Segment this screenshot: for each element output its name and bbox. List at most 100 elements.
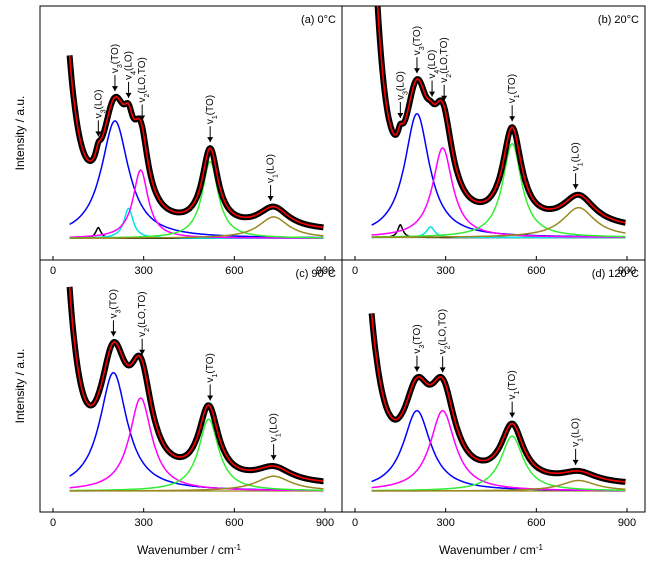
x-tick-label: 600	[527, 265, 545, 277]
annotation-label: v1(LO)	[571, 142, 585, 171]
annotation-label: v2(LO,TO)	[137, 291, 151, 336]
x-tick-label: 300	[134, 517, 152, 529]
annotation-arrowhead	[139, 115, 146, 121]
annotation-subscript: 3	[116, 64, 123, 68]
annotation-mode: (LO,TO)	[438, 309, 449, 345]
annotation-arrowhead	[439, 367, 446, 373]
annotation-subscript: 1	[577, 162, 584, 166]
x-tick-label: 900	[316, 265, 334, 277]
annotation-arrowhead	[572, 459, 579, 465]
annotation-symbol: v	[571, 166, 582, 171]
annotation-mode: (LO)	[93, 89, 104, 109]
x-axis-label-text: Wavenumber / cm	[439, 543, 536, 557]
annotation-symbol: v	[205, 119, 216, 124]
annotation-subscript: 2	[446, 74, 453, 78]
annotation-label: v1(LO)	[269, 413, 283, 442]
annotation-subscript: 3	[100, 109, 107, 113]
fit-envelope	[370, 313, 626, 483]
annotation-symbol: v	[137, 332, 148, 337]
annotation-subscript: 2	[144, 328, 151, 332]
fit-envelope	[68, 286, 324, 482]
annotation-label: v3(TO)	[412, 324, 426, 353]
fit-peak-component	[69, 418, 324, 492]
annotation-label: v1(TO)	[507, 370, 521, 399]
annotation-label: v1(LO)	[266, 154, 280, 183]
annotation-mode: (LO,TO)	[137, 291, 148, 327]
annotation-mode: (TO)	[110, 44, 121, 64]
annotation-label: v3(TO)	[412, 26, 426, 55]
annotation-arrowhead	[441, 95, 448, 101]
x-axis-label-superscript: -1	[234, 543, 242, 552]
annotation-symbol: v	[124, 75, 135, 80]
x-tick-label: 300	[436, 517, 454, 529]
x-axis-label-superscript: -1	[536, 543, 544, 552]
panel-frame	[341, 5, 646, 261]
annotation-mode: (TO)	[412, 324, 423, 344]
y-axis-label: Intensity / a.u.	[13, 96, 27, 171]
panel-title: (b) 20°C	[598, 14, 639, 26]
fit-peak-component	[69, 120, 324, 239]
annotation-arrowhead	[509, 412, 516, 418]
annotation-mode: (LO)	[124, 51, 135, 71]
x-tick-label: 300	[134, 265, 152, 277]
annotation-subscript: 1	[577, 438, 584, 442]
annotation-subscript: 1	[272, 174, 279, 178]
annotation-mode: (TO)	[412, 26, 423, 46]
fit-peak-component	[69, 475, 324, 492]
x-tick-label: 600	[527, 517, 545, 529]
x-tick-label: 900	[618, 265, 636, 277]
x-tick-label: 0	[50, 265, 56, 277]
annotation-arrowhead	[139, 349, 146, 355]
annotation-symbol: v	[137, 98, 148, 103]
annotation-symbol: v	[427, 74, 438, 79]
annotation-label: v1(TO)	[205, 353, 219, 382]
annotation-arrowhead	[509, 116, 516, 122]
fit-peak-component	[371, 206, 626, 239]
annotation-symbol: v	[412, 50, 423, 55]
annotation-subscript: 1	[275, 433, 282, 437]
annotation-label: v1(LO)	[571, 418, 585, 447]
annotation-symbol: v	[110, 68, 121, 73]
annotation-arrowhead	[397, 113, 404, 119]
x-tick-label: 900	[618, 517, 636, 529]
annotation-symbol: v	[269, 437, 280, 442]
annotation-symbol: v	[412, 349, 423, 354]
annotation-subscript: 3	[418, 345, 425, 349]
annotation-symbol: v	[108, 313, 119, 318]
annotation-arrowhead	[572, 184, 579, 190]
fit-envelope	[376, 6, 626, 224]
annotation-mode: (LO)	[427, 50, 438, 70]
annotation-mode: (LO)	[571, 142, 582, 162]
panel-3: 0 300 600 900(c) 90°Cv3(TO)v2(LO,TO)v1(TO)v…	[39, 259, 343, 529]
annotation-label: v1(TO)	[507, 74, 521, 103]
annotation-subscript: 3	[115, 309, 122, 313]
x-tick-label: 300	[436, 265, 454, 277]
annotation-arrowhead	[111, 86, 118, 92]
annotation-subscript: 3	[402, 91, 409, 95]
annotation-label: v3(TO)	[110, 44, 124, 73]
fit-peak-component	[371, 142, 626, 238]
measured-spectrum	[368, 313, 628, 485]
annotation-mode: (LO,TO)	[137, 57, 148, 93]
annotation-mode: (TO)	[108, 289, 119, 309]
annotation-symbol: v	[93, 113, 104, 118]
y-axis-label: Intensity / a.u.	[13, 349, 27, 424]
x-tick-label: 0	[352, 517, 358, 529]
x-tick-label: 900	[316, 517, 334, 529]
annotation-mode: (LO)	[266, 154, 277, 174]
fit-peak-component	[69, 216, 324, 239]
annotation-arrowhead	[95, 131, 102, 137]
annotation-mode: (TO)	[507, 370, 518, 390]
panel-1: 0 300 600 900(a) 0°Cv3(LO)v3(TO)v4(LO)v2(LO…	[39, 5, 343, 277]
annotation-arrowhead	[207, 395, 214, 401]
annotation-subscript: 1	[212, 373, 219, 377]
annotation-arrowhead	[125, 92, 132, 98]
annotation-subscript: 2	[444, 345, 451, 349]
annotation-subscript: 2	[144, 94, 151, 98]
annotation-subscript: 4	[130, 71, 137, 75]
x-axis-label: Wavenumber / cm-1	[137, 543, 242, 558]
fit-peak-component	[371, 435, 626, 492]
annotation-mode: (TO)	[205, 353, 216, 373]
measured-spectrum	[374, 6, 628, 226]
